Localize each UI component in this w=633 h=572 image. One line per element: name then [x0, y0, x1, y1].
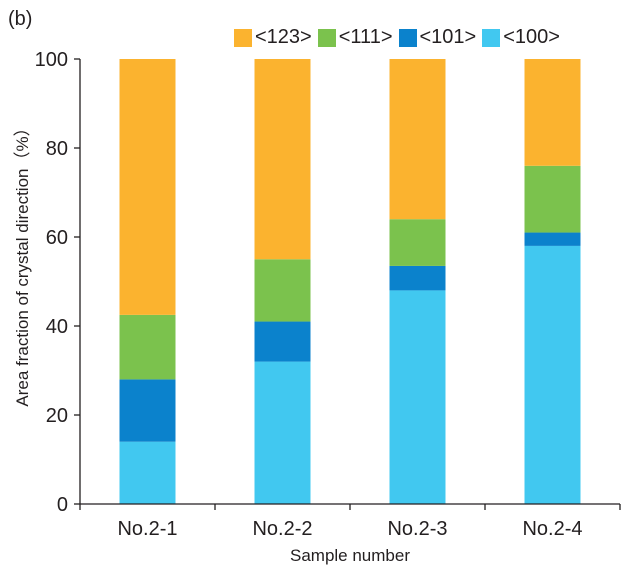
bar-no-2-3-series-3 — [389, 59, 446, 220]
legend-label-100: <100> — [503, 26, 560, 48]
x-tick-label-no-2-4: No.2-4 — [522, 518, 582, 540]
x-tick-label-no-2-1: No.2-1 — [117, 518, 177, 540]
x-ticks-group: No.2-1 No.2-2 No.2-3 No.2-4 — [79, 504, 621, 540]
bars-group — [119, 59, 581, 504]
y-tick-label-20: 20 — [46, 405, 68, 427]
bar-no-2-2-series-0 — [254, 361, 311, 504]
y-tick-label-60: 60 — [46, 227, 68, 249]
bar-no-2-3-series-1 — [389, 265, 446, 291]
legend-label-101: <101> — [419, 26, 477, 48]
legend-swatch-101 — [398, 28, 417, 47]
legend-label-123: <123> — [255, 26, 312, 48]
legend-item-101: <101> — [398, 26, 477, 49]
bar-no-2-4-series-0 — [524, 245, 581, 504]
bar-no-2-4-series-1 — [524, 232, 581, 246]
y-tick-label-0: 0 — [57, 494, 68, 516]
bar-no-2-3-series-2 — [389, 219, 446, 266]
bar-no-2-2-series-1 — [254, 321, 311, 362]
legend-swatch-111 — [317, 28, 336, 47]
x-tick-label-no-2-3: No.2-3 — [387, 518, 447, 540]
bar-no-2-4-series-3 — [524, 59, 581, 166]
bar-no-2-2-series-3 — [254, 59, 311, 260]
y-ticks-group: 0 20 40 60 80 100 — [35, 49, 80, 516]
y-axis-label: Area fraction of crystal direction（%） — [13, 119, 32, 407]
legend: <123> <111> <101> <100> — [234, 26, 566, 49]
x-tick-label-no-2-2: No.2-2 — [252, 518, 312, 540]
bar-no-2-1-series-2 — [119, 314, 176, 380]
y-tick-label-80: 80 — [46, 138, 68, 160]
legend-swatch-123 — [234, 28, 252, 47]
y-tick-label-40: 40 — [46, 316, 68, 338]
y-tick-label-100: 100 — [35, 49, 68, 71]
bar-no-2-1-series-0 — [119, 441, 176, 504]
legend-item-123: <123> — [234, 26, 312, 49]
x-axis-label: Sample number — [289, 546, 410, 565]
bar-no-2-3-series-0 — [389, 290, 446, 504]
bar-no-2-1-series-1 — [119, 379, 176, 442]
legend-label-111: <111> — [338, 26, 393, 48]
legend-swatch-100 — [482, 28, 501, 47]
bar-no-2-2-series-2 — [254, 259, 311, 322]
panel-label: (b) — [8, 8, 33, 30]
bar-no-2-1-series-3 — [119, 59, 176, 315]
legend-item-100: <100> — [482, 26, 560, 49]
bar-no-2-4-series-2 — [524, 165, 581, 233]
legend-item-111: <111> — [317, 26, 393, 49]
